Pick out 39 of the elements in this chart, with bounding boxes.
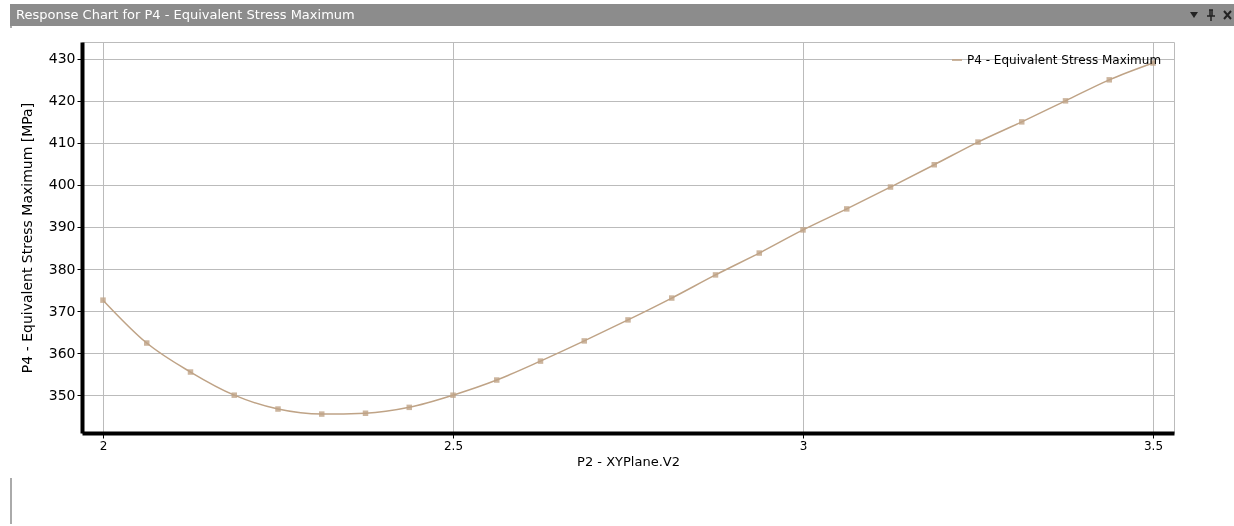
chart-title: Response Chart for P4 - Equivalent Stress Maximum [15, 7, 355, 22]
x-tick-label: 3 [799, 438, 808, 453]
y-tick-label: 390 [48, 218, 76, 235]
x-tick-label: 3.5 [1143, 438, 1164, 453]
x-axis-title: P2 - XYPlane.V2 [577, 453, 680, 469]
point [100, 297, 106, 303]
point [931, 162, 937, 168]
point [144, 340, 150, 346]
point [975, 139, 981, 145]
point [756, 250, 762, 256]
point [800, 227, 806, 233]
y-tick-label: 400 [48, 176, 76, 193]
point [275, 406, 281, 412]
y-tick-label: 370 [48, 302, 76, 319]
y-tick-label: 380 [48, 260, 76, 277]
y-tick-label: 410 [48, 134, 76, 151]
point [844, 206, 850, 212]
point [1019, 119, 1025, 125]
point [669, 295, 675, 301]
point [450, 392, 456, 398]
y-axis-title: P4 - Equivalent Stress Maximum [MPa] [18, 102, 35, 374]
y-tick-label: 350 [48, 386, 76, 403]
legend-label: P4 - Equivalent Stress Maximum [967, 53, 1162, 67]
point [494, 377, 500, 383]
point [1062, 98, 1069, 104]
point [187, 369, 194, 375]
y-tick-label: 420 [48, 92, 76, 109]
point [625, 317, 631, 323]
y-tick-label: 360 [48, 344, 76, 361]
point [231, 392, 237, 398]
x-tick-label: 2.5 [443, 438, 464, 453]
point [887, 184, 894, 190]
point [712, 272, 719, 278]
point [319, 411, 325, 417]
point [537, 358, 544, 364]
x-tick-label: 2 [99, 438, 108, 453]
point [581, 338, 587, 344]
point [1106, 77, 1112, 83]
y-tick-label: 430 [48, 50, 76, 67]
